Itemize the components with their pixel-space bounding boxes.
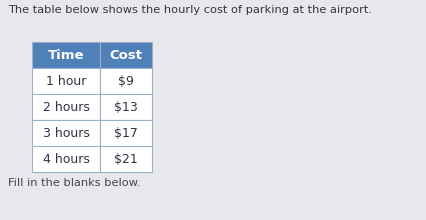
- Text: The table below shows the hourly cost of parking at the airport.: The table below shows the hourly cost of…: [8, 5, 372, 15]
- Text: $13: $13: [114, 101, 138, 114]
- Bar: [100, 120, 152, 146]
- Text: $17: $17: [114, 126, 138, 139]
- Text: 4 hours: 4 hours: [43, 152, 89, 165]
- Bar: [32, 42, 100, 68]
- Text: Cost: Cost: [109, 48, 143, 62]
- Bar: [100, 94, 152, 120]
- Text: 1 hour: 1 hour: [46, 75, 86, 88]
- Text: $9: $9: [118, 75, 134, 88]
- Text: 2 hours: 2 hours: [43, 101, 89, 114]
- Text: Time: Time: [48, 48, 84, 62]
- Bar: [32, 94, 100, 120]
- Text: 3 hours: 3 hours: [43, 126, 89, 139]
- Bar: [32, 68, 100, 94]
- Bar: [100, 68, 152, 94]
- Bar: [32, 120, 100, 146]
- Bar: [32, 146, 100, 172]
- Text: $21: $21: [114, 152, 138, 165]
- Bar: [100, 42, 152, 68]
- Bar: [100, 146, 152, 172]
- Text: Fill in the blanks below.: Fill in the blanks below.: [8, 178, 141, 188]
